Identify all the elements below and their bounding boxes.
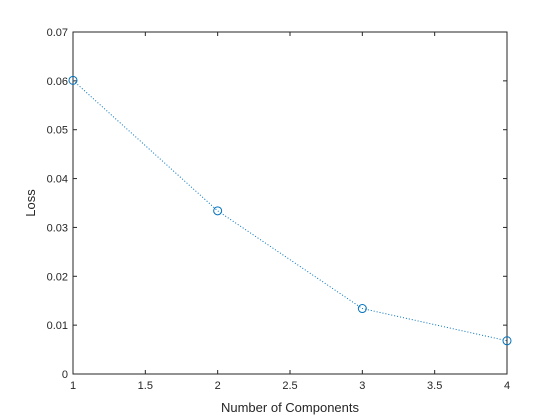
y-tick-label: 0.03 bbox=[47, 222, 68, 234]
x-tick-label: 1.5 bbox=[138, 380, 153, 392]
y-tick-label: 0.06 bbox=[47, 76, 68, 88]
axes-box bbox=[72, 31, 508, 375]
x-tick-label: 1 bbox=[70, 380, 76, 392]
x-tick-label: 3 bbox=[359, 380, 365, 392]
x-tick-label: 2 bbox=[215, 380, 221, 392]
plot-area bbox=[72, 31, 508, 375]
data-point-marker bbox=[213, 206, 223, 216]
data-point-marker bbox=[502, 336, 512, 346]
y-tick-label: 0.05 bbox=[47, 125, 68, 137]
y-tick-label: 0.01 bbox=[47, 320, 68, 332]
y-tick-label: 0.02 bbox=[47, 271, 68, 283]
data-point-marker bbox=[68, 75, 78, 85]
x-tick-label: 4 bbox=[504, 380, 510, 392]
x-tick-label: 3.5 bbox=[427, 380, 442, 392]
y-axis-ticks: 0 0.01 0.02 0.03 0.04 0.05 0.06 0.07 bbox=[47, 27, 507, 381]
x-tick-label: 2.5 bbox=[282, 380, 297, 392]
y-tick-label: 0.04 bbox=[47, 174, 68, 186]
y-tick-label: 0 bbox=[62, 369, 68, 381]
y-axis-label: Loss bbox=[23, 189, 38, 217]
x-axis-ticks: 1 1.5 2 2.5 3 3.5 4 bbox=[70, 32, 510, 392]
series-layer bbox=[68, 75, 512, 346]
y-tick-label: 0.07 bbox=[47, 27, 68, 39]
x-axis-label: Number of Components bbox=[221, 400, 360, 415]
series-line bbox=[72, 79, 508, 342]
data-point-marker bbox=[357, 304, 367, 314]
